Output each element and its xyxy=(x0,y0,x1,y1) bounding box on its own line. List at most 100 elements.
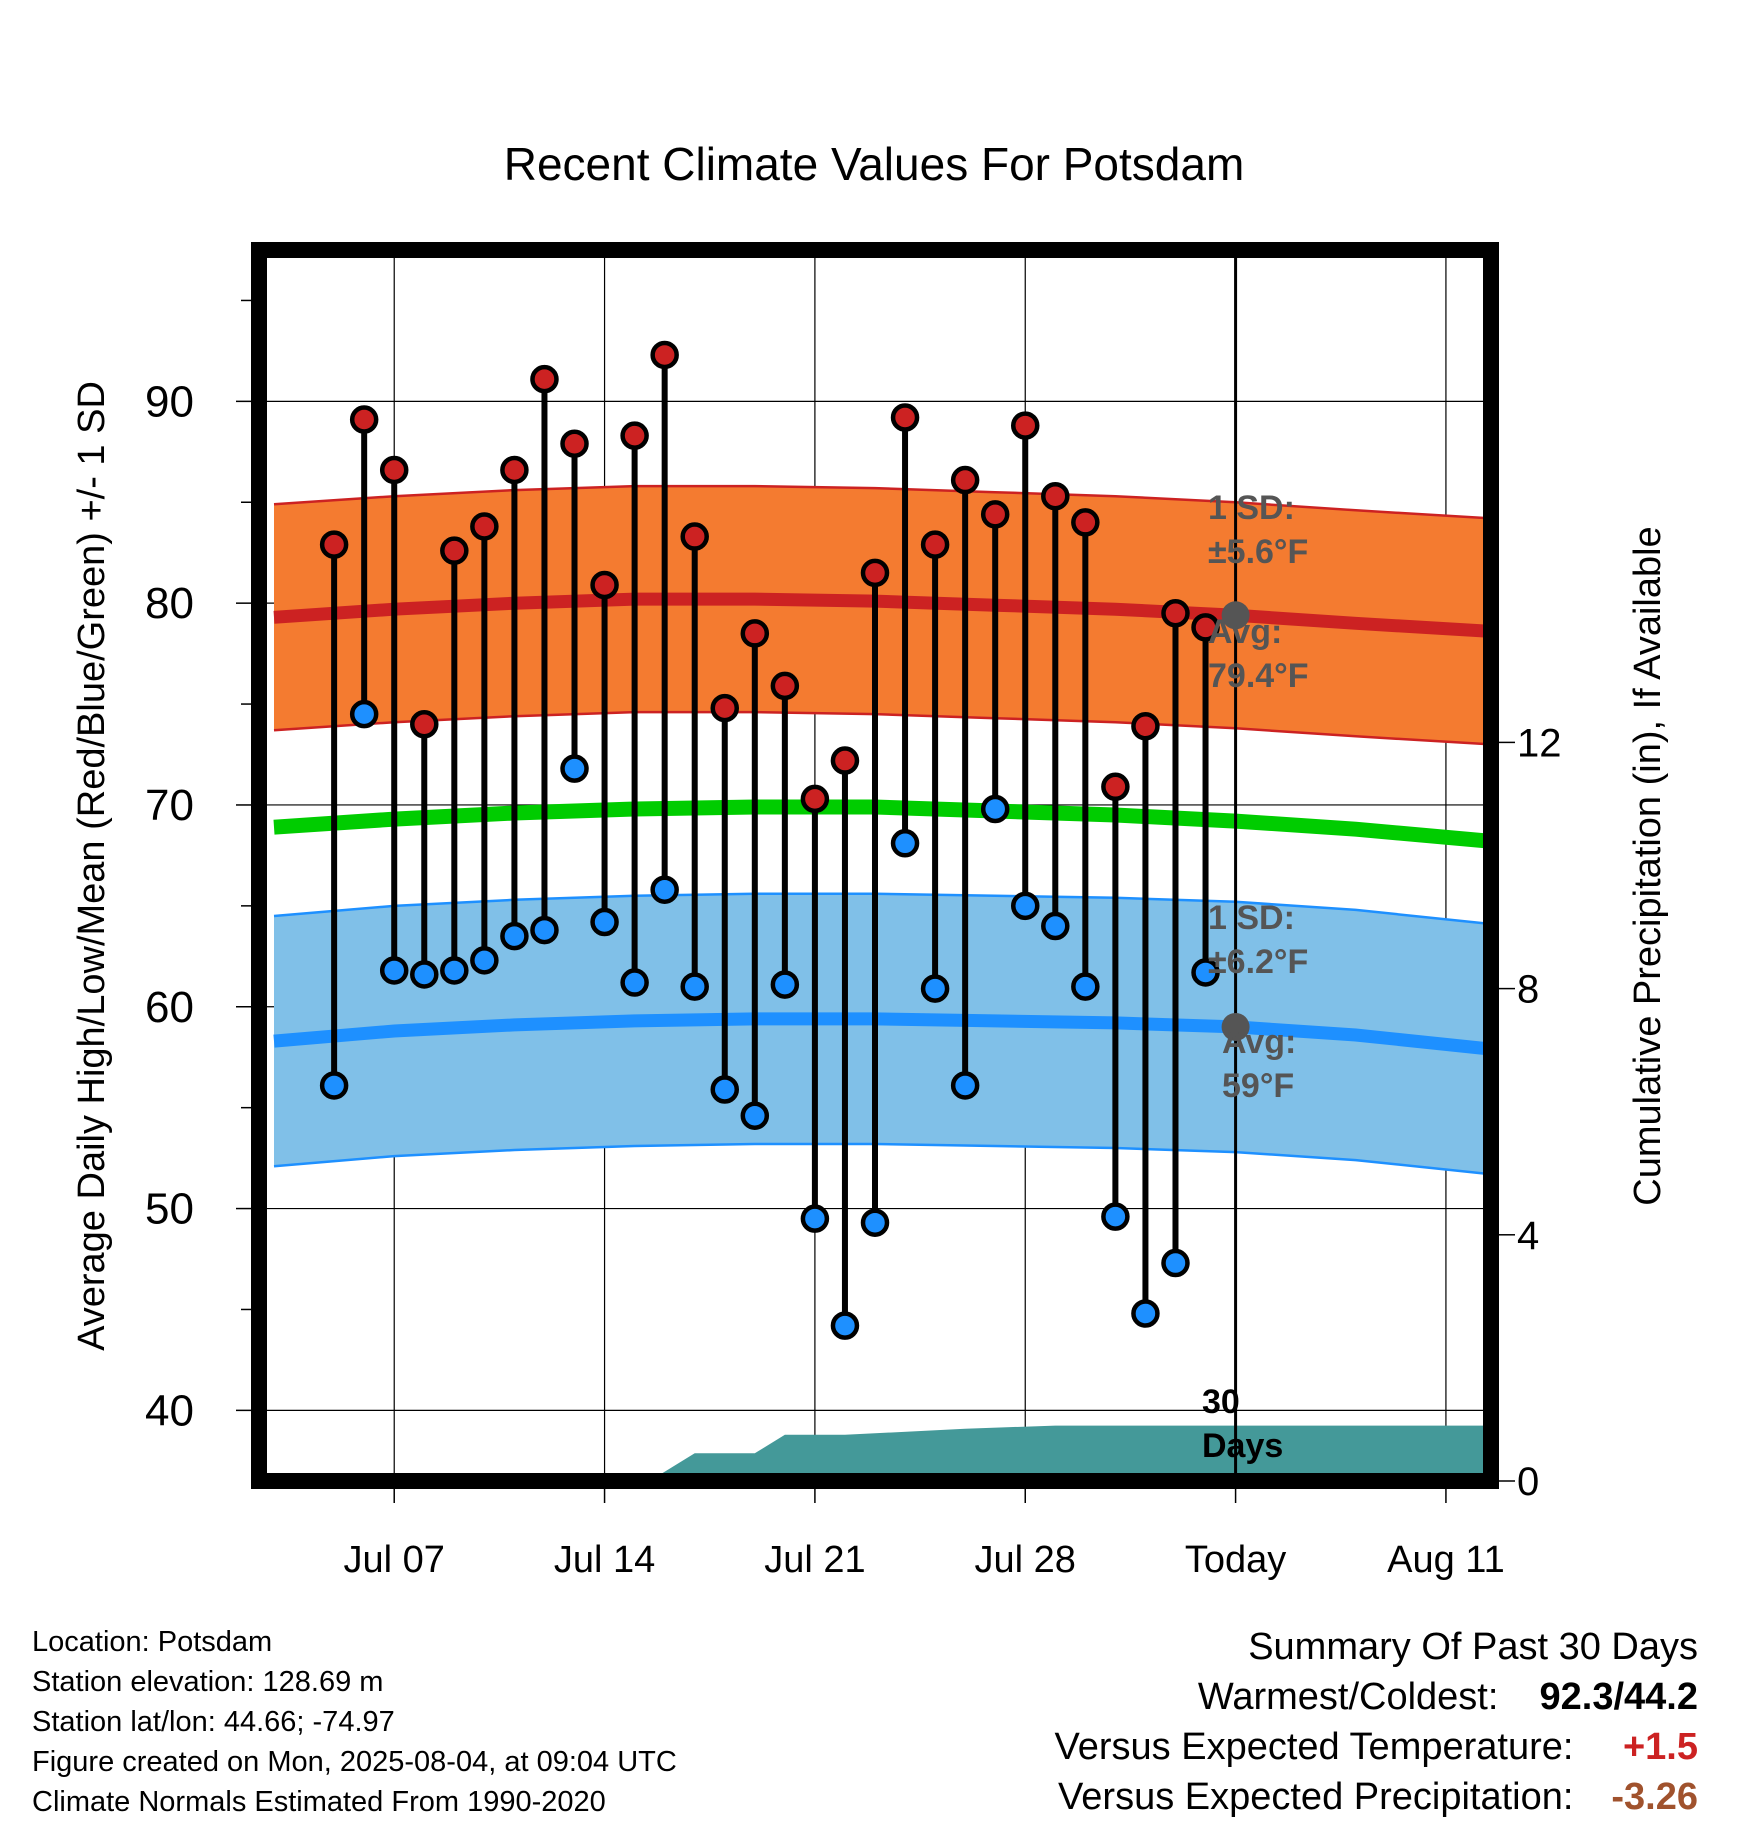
warm-cold-label: Warmest/Coldest: xyxy=(1197,1676,1499,1718)
precipitation-area xyxy=(649,1425,1491,1481)
low-point xyxy=(650,875,679,904)
warmest-value: 92.3 xyxy=(1539,1676,1614,1718)
summary-heading: Summary Of Past 30 Days xyxy=(1248,1626,1698,1668)
high-point xyxy=(410,709,439,739)
high-point xyxy=(650,340,679,370)
low-point xyxy=(379,956,409,985)
low-point xyxy=(1101,1202,1130,1231)
low-point xyxy=(1041,911,1070,941)
daily-range-stems xyxy=(331,354,1209,1326)
created-text: Figure created on Mon, 2025-08-04, at 09… xyxy=(32,1746,677,1778)
high-point xyxy=(1161,598,1190,628)
y-tick-label: 60 xyxy=(145,983,194,1032)
y2-tick-label: 0 xyxy=(1517,1460,1539,1504)
high-sd-value: ±5.6°F xyxy=(1208,533,1308,571)
low-sd-value: ±6.2°F xyxy=(1208,943,1308,981)
latlon-text: Station lat/lon: 44.66; -74.97 xyxy=(32,1706,395,1738)
daily-points xyxy=(319,340,1220,1340)
low-point xyxy=(319,1071,349,1100)
high-point xyxy=(500,455,529,485)
high-point xyxy=(470,512,499,541)
low-point xyxy=(710,1075,740,1104)
low-point xyxy=(440,956,469,985)
coldest-value: /44.2 xyxy=(1613,1676,1698,1718)
x-tick-label: Jul 21 xyxy=(764,1539,865,1581)
low-point xyxy=(1131,1299,1160,1328)
high-point xyxy=(890,403,920,432)
low-avg-marker xyxy=(1221,1012,1250,1041)
low-point xyxy=(1071,972,1100,1001)
low-point xyxy=(740,1101,770,1130)
low-point xyxy=(1161,1248,1190,1278)
y-tick-label: 90 xyxy=(145,377,194,426)
high-point xyxy=(1191,613,1220,642)
x-tick-label: Jul 07 xyxy=(344,1539,445,1581)
climate-chart: 1 SD: ±5.6°F Avg: 79.4°F 1 SD: ±6.2°F Avg: 59°F… xyxy=(71,138,1669,1581)
high-point xyxy=(1041,481,1070,511)
high-point xyxy=(440,536,469,565)
temp-value: +1.5 xyxy=(1622,1726,1698,1768)
high-point xyxy=(860,558,890,588)
y2-tick-label: 8 xyxy=(1517,968,1539,1012)
y-tick-label: 40 xyxy=(145,1386,194,1435)
high-point xyxy=(710,693,740,723)
low-point xyxy=(410,960,439,989)
high-point xyxy=(800,784,830,814)
high-avg-marker xyxy=(1221,601,1250,630)
high-point xyxy=(980,500,1010,529)
low-point xyxy=(1010,891,1040,921)
plot-frame xyxy=(251,242,1499,1489)
precipitation-fill xyxy=(649,1425,1491,1481)
x-tick-label: Jul 14 xyxy=(554,1539,655,1581)
low-point xyxy=(800,1204,830,1233)
high-point xyxy=(590,570,619,600)
temp-label: Versus Expected Temperature: xyxy=(1054,1726,1574,1768)
low-point xyxy=(950,1071,980,1100)
high-point xyxy=(740,619,770,648)
low-point xyxy=(560,754,589,783)
band-annotations: 1 SD: ±5.6°F Avg: 79.4°F 1 SD: ±6.2°F Avg: 59°F… xyxy=(1202,489,1309,1465)
high-point xyxy=(1131,712,1160,741)
elevation-text: Station elevation: 128.69 m xyxy=(32,1666,384,1698)
high-point xyxy=(830,746,860,775)
precip-row: Versus Expected Precipitation: -3.26 xyxy=(1055,1772,1698,1822)
low-point xyxy=(980,794,1010,824)
x-tick-label: Jul 28 xyxy=(975,1539,1076,1581)
y-tick-label: 50 xyxy=(145,1185,194,1234)
low-avg-label: Avg: xyxy=(1222,1023,1296,1061)
low-point xyxy=(470,946,499,975)
station-info: Location: Potsdam Station elevation: 128… xyxy=(32,1622,677,1822)
high-sd-label: 1 SD: xyxy=(1208,489,1295,527)
high-sd-band-upper-edge xyxy=(273,484,1492,520)
high-point xyxy=(349,405,379,434)
low-point xyxy=(890,829,920,858)
high-point xyxy=(770,671,800,701)
days-word-label: Days xyxy=(1202,1427,1283,1465)
high-point xyxy=(319,530,349,559)
y2-axis-title: Cumulative Precipitation (in), If Availa… xyxy=(1627,526,1669,1205)
high-point xyxy=(530,364,559,394)
y-tick-label: 70 xyxy=(145,781,194,830)
y2-tick-label: 12 xyxy=(1517,721,1562,765)
y-tick-label: 80 xyxy=(145,579,194,628)
high-avg-label: Avg: xyxy=(1208,613,1282,651)
low-avg-value: 59°F xyxy=(1222,1067,1294,1105)
normals-text: Climate Normals Estimated From 1990-2020 xyxy=(32,1786,606,1818)
low-point xyxy=(770,970,800,999)
low-point xyxy=(830,1311,860,1340)
high-point xyxy=(920,530,950,559)
low-point xyxy=(680,972,709,1001)
low-point xyxy=(349,699,379,729)
low-point xyxy=(860,1208,890,1237)
low-point xyxy=(530,915,559,945)
high-point xyxy=(560,429,589,458)
precip-label: Versus Expected Precipitation: xyxy=(1058,1776,1574,1818)
y-axis-title: Average Daily High/Low/Mean (Red/Blue/Gr… xyxy=(71,381,113,1351)
low-point xyxy=(500,921,529,951)
low-point xyxy=(1191,958,1220,987)
precip-value: -3.26 xyxy=(1611,1776,1698,1818)
x-tick-label: Aug 11 xyxy=(1387,1539,1505,1581)
axis-labels: Jul 07 Jul 14 Jul 21 Jul 28 Today Aug 1140506… xyxy=(71,138,1669,1581)
temp-row: Versus Expected Temperature: +1.5 xyxy=(1055,1722,1698,1772)
location-text: Location: Potsdam xyxy=(32,1626,273,1658)
